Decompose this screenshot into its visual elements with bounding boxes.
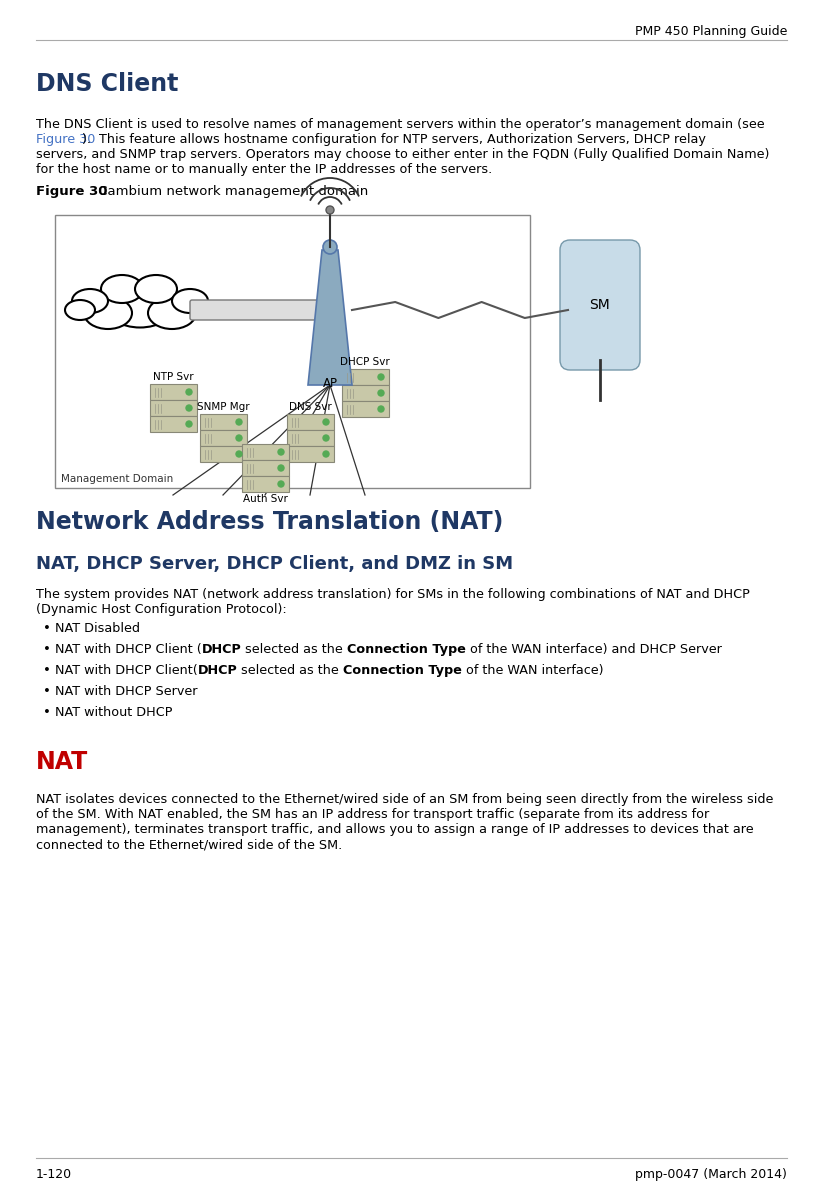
Text: NAT with DHCP Client (: NAT with DHCP Client ( <box>55 643 202 656</box>
Text: for the host name or to manually enter the IP addresses of the servers.: for the host name or to manually enter t… <box>36 163 492 176</box>
Text: DHCP: DHCP <box>198 664 238 678</box>
Text: management), terminates transport traffic, and allows you to assign a range of I: management), terminates transport traffi… <box>36 824 754 836</box>
Text: servers, and SNMP trap servers. Operators may choose to either enter in the FQDN: servers, and SNMP trap servers. Operator… <box>36 148 770 162</box>
Ellipse shape <box>65 300 95 320</box>
Text: •: • <box>43 706 51 719</box>
FancyBboxPatch shape <box>242 476 289 492</box>
Circle shape <box>278 464 284 470</box>
FancyBboxPatch shape <box>287 430 334 446</box>
Circle shape <box>186 421 192 427</box>
Ellipse shape <box>172 288 208 312</box>
Text: connected to the Ethernet/wired side of the SM.: connected to the Ethernet/wired side of … <box>36 838 342 851</box>
Text: Connection Type: Connection Type <box>347 643 466 656</box>
Text: ).  This feature allows hostname configuration for NTP servers, Authorization Se: ). This feature allows hostname configur… <box>82 133 706 146</box>
Text: Figure 30: Figure 30 <box>36 186 108 198</box>
Text: •: • <box>43 643 51 656</box>
Bar <box>55 215 530 488</box>
Text: of the WAN interface): of the WAN interface) <box>463 664 603 678</box>
Ellipse shape <box>72 288 108 312</box>
Ellipse shape <box>105 282 175 328</box>
Ellipse shape <box>84 297 132 329</box>
FancyBboxPatch shape <box>200 430 247 446</box>
Text: of the SM. With NAT enabled, the SM has an IP address for transport traffic (sep: of the SM. With NAT enabled, the SM has … <box>36 808 709 821</box>
Text: DNS Svr: DNS Svr <box>289 402 332 412</box>
Text: Figure 30: Figure 30 <box>36 133 95 146</box>
Ellipse shape <box>135 275 177 303</box>
FancyBboxPatch shape <box>150 417 197 432</box>
Circle shape <box>323 419 329 425</box>
FancyBboxPatch shape <box>342 385 389 401</box>
Text: The system provides NAT (network address translation) for SMs in the following c: The system provides NAT (network address… <box>36 588 750 601</box>
Ellipse shape <box>101 275 143 303</box>
Text: NAT isolates devices connected to the Ethernet/wired side of an SM from being se: NAT isolates devices connected to the Et… <box>36 792 774 806</box>
Circle shape <box>326 206 334 214</box>
FancyBboxPatch shape <box>242 444 289 460</box>
Text: SNMP Mgr: SNMP Mgr <box>197 402 249 412</box>
Circle shape <box>378 373 384 379</box>
FancyBboxPatch shape <box>200 446 247 462</box>
Text: (Dynamic Host Configuration Protocol):: (Dynamic Host Configuration Protocol): <box>36 603 286 616</box>
Circle shape <box>186 389 192 395</box>
Text: AP: AP <box>323 377 337 390</box>
Text: NAT, DHCP Server, DHCP Client, and DMZ in SM: NAT, DHCP Server, DHCP Client, and DMZ i… <box>36 555 513 573</box>
Ellipse shape <box>148 297 196 329</box>
Circle shape <box>236 419 242 425</box>
FancyBboxPatch shape <box>287 414 334 430</box>
Circle shape <box>186 405 192 411</box>
Text: Auth Svr: Auth Svr <box>243 494 287 504</box>
FancyBboxPatch shape <box>150 384 197 400</box>
Text: Management Domain: Management Domain <box>61 474 174 484</box>
Circle shape <box>278 449 284 455</box>
Text: The DNS Client is used to resolve names of management servers within the operato: The DNS Client is used to resolve names … <box>36 119 765 130</box>
Circle shape <box>378 406 384 412</box>
Text: PMP 450 Planning Guide: PMP 450 Planning Guide <box>635 25 787 38</box>
Text: Network Address Translation (NAT): Network Address Translation (NAT) <box>36 510 504 534</box>
Text: DNS Client: DNS Client <box>36 72 179 96</box>
Circle shape <box>278 481 284 487</box>
Text: pmp-0047 (March 2014): pmp-0047 (March 2014) <box>635 1168 787 1181</box>
Text: NTP Svr: NTP Svr <box>153 372 193 382</box>
Circle shape <box>323 241 337 254</box>
Text: selected as the: selected as the <box>241 643 347 656</box>
FancyBboxPatch shape <box>242 460 289 476</box>
FancyBboxPatch shape <box>287 446 334 462</box>
FancyBboxPatch shape <box>342 401 389 417</box>
Text: NAT Disabled: NAT Disabled <box>55 622 140 634</box>
FancyBboxPatch shape <box>150 400 197 417</box>
Text: 1-120: 1-120 <box>36 1168 72 1181</box>
Text: selected as the: selected as the <box>238 664 343 678</box>
Text: DHCP Svr: DHCP Svr <box>340 357 390 367</box>
Circle shape <box>323 451 329 457</box>
Text: •: • <box>43 685 51 698</box>
Text: SM: SM <box>589 298 611 312</box>
Text: of the WAN interface) and DHCP Server: of the WAN interface) and DHCP Server <box>466 643 722 656</box>
Text: NAT with DHCP Server: NAT with DHCP Server <box>55 685 198 698</box>
Circle shape <box>323 435 329 440</box>
Text: Cambium network management domain: Cambium network management domain <box>94 186 368 198</box>
Circle shape <box>378 390 384 396</box>
FancyBboxPatch shape <box>342 369 389 385</box>
Circle shape <box>236 451 242 457</box>
Text: Connection Type: Connection Type <box>343 664 463 678</box>
Text: •: • <box>43 664 51 678</box>
Text: •: • <box>43 622 51 634</box>
FancyBboxPatch shape <box>560 241 640 370</box>
Circle shape <box>236 435 242 440</box>
Text: DHCP: DHCP <box>202 643 241 656</box>
Polygon shape <box>308 250 352 385</box>
Text: NAT: NAT <box>36 751 88 774</box>
FancyBboxPatch shape <box>190 300 324 320</box>
Text: NAT with DHCP Client(: NAT with DHCP Client( <box>55 664 198 678</box>
FancyBboxPatch shape <box>200 414 247 430</box>
Text: NAT without DHCP: NAT without DHCP <box>55 706 173 719</box>
